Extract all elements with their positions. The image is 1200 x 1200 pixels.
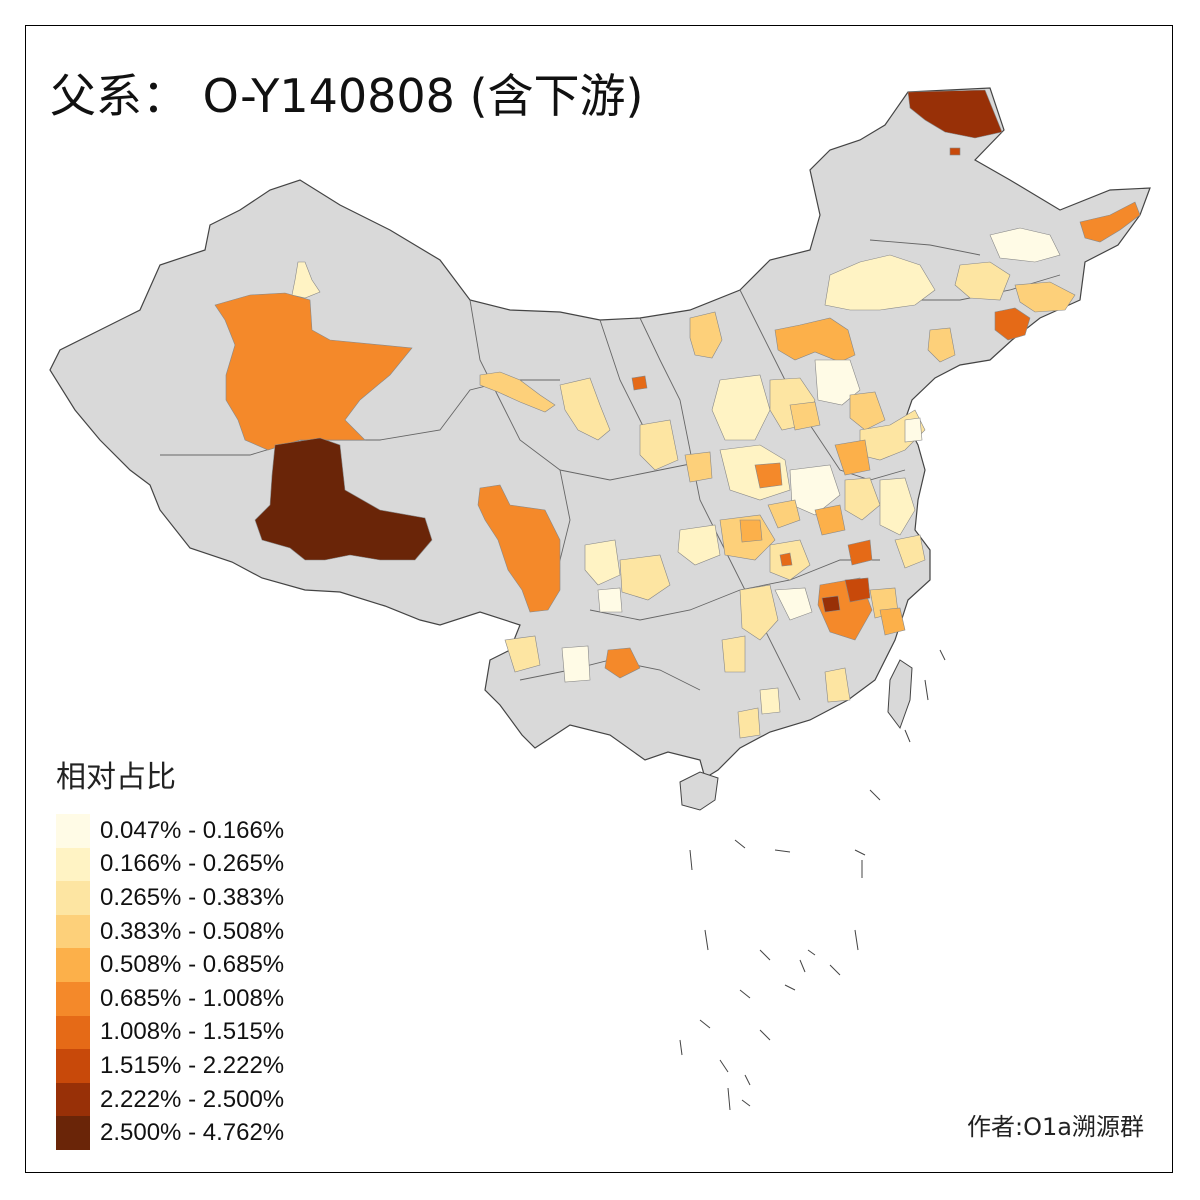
region-shanxi-a [711,374,771,441]
legend-swatch [56,914,90,949]
legend-swatch [56,881,90,915]
region-xinjiang-north [214,292,413,451]
region-hebei-b [849,391,886,431]
legend-label: 2.222% - 2.500% [100,1085,285,1113]
region-henan-c [789,464,841,516]
region-guizhou [604,647,641,679]
region-hunan-c [721,635,746,673]
region-liaoning-b [1014,281,1076,313]
region-ningxia-small [631,375,648,391]
legend-label: 0.047% - 0.166% [100,816,285,844]
region-heilongjiang-east [1079,201,1141,243]
legend-item: 0.508% - 0.685% [56,948,284,982]
legend-item: 0.047% - 0.166% [56,814,284,848]
region-gansu-b [559,377,611,441]
region-liaoning-east [994,307,1031,341]
legend-label: 0.508% - 0.685% [100,951,285,979]
map-frame [25,25,1173,1173]
legend-label: 0.383% - 0.508% [100,917,285,945]
region-gansu-a [479,371,556,413]
region-inner-mongolia [824,254,936,311]
region-sichuan-b [584,539,621,586]
region-anhui-b [814,504,846,536]
region-liaoning-c [927,327,956,363]
region-jilin-b [954,261,1011,301]
region-hunan-b [774,587,813,621]
region-xinjiang-top [291,261,321,299]
region-fujian-a [879,607,906,636]
region-shandong-c [904,417,923,443]
region-shandong-b [834,439,871,476]
legend-item: 2.500% - 4.762% [56,1116,284,1150]
legend-swatch [56,1116,90,1150]
legend-label: 0.685% - 1.008% [100,984,285,1012]
taiwan-island [887,659,913,730]
legend: 相对占比 0.047% - 0.166% 0.166% - 0.265% 0.265… [56,752,284,1150]
legend-swatch [56,948,90,982]
legend-label: 1.008% - 1.515% [100,1018,285,1046]
region-sichuan-c [597,587,623,613]
region-north-hebei [774,317,856,363]
region-yunnan-b [561,645,591,683]
legend-label: 0.166% - 0.265% [100,850,285,878]
legend-swatch [56,1082,90,1117]
region-anhui-c [847,539,873,566]
region-sichuan-a [619,554,671,601]
legend-swatch [56,1049,90,1083]
region-west-sichuan [477,484,561,613]
legend-swatch [56,847,90,882]
region-heilongjiang-north [907,89,1003,139]
author-credit: 作者:O1a溯源群 [967,1113,1144,1141]
hainan-island [679,771,719,811]
legend-item: 0.166% - 0.265% [56,847,285,882]
region-shaanxi-b [684,451,713,483]
region-shaanxi-a [639,419,679,471]
legend-label: 2.500% - 4.762% [100,1119,285,1147]
region-inner-mongolia-b [689,311,723,359]
region-guangxi [737,707,761,739]
legend-label: 0.265% - 0.383% [100,883,285,911]
legend-item: 0.383% - 0.508% [56,914,285,949]
region-jilin-a [989,227,1061,263]
region-hubei-c [779,552,793,567]
legend-swatch [56,814,90,848]
region-chongqing [677,524,721,566]
region-anhui-a [844,477,881,521]
legend-swatch [56,1015,90,1050]
map-title: 父系： O-Y140808 (含下游) [50,69,644,123]
south-sea-islands [679,649,946,1111]
region-guangdong-b [759,687,781,715]
legend-title: 相对占比 [56,760,176,795]
legend-swatch [56,981,90,1016]
legend-item: 0.685% - 1.008% [56,981,285,1016]
region-jiangxi-c [844,577,871,603]
region-fills [214,89,1141,739]
region-henan-d [767,499,801,529]
region-jiangsu-a [879,477,916,536]
legend-item: 1.515% - 2.222% [56,1049,284,1083]
region-guangdong-a [824,667,851,703]
region-jiangxi-b [821,595,841,613]
legend-label: 1.515% - 2.222% [100,1051,285,1079]
region-henan-b [754,462,783,489]
legend-item: 0.265% - 0.383% [56,881,284,915]
legend-items: 0.047% - 0.166% 0.166% - 0.265% 0.265% - 0… [56,814,284,1150]
region-xinjiang-south [254,437,433,561]
region-hebei-c [789,401,821,431]
region-jiangsu-b [894,534,926,569]
legend-item: 2.222% - 2.500% [56,1082,285,1117]
region-henan-e [739,519,763,543]
legend-item: 1.008% - 1.515% [56,1015,285,1050]
region-yunnan-a [504,635,541,673]
region-small-dark [949,147,961,156]
region-hunan-a [739,584,779,641]
